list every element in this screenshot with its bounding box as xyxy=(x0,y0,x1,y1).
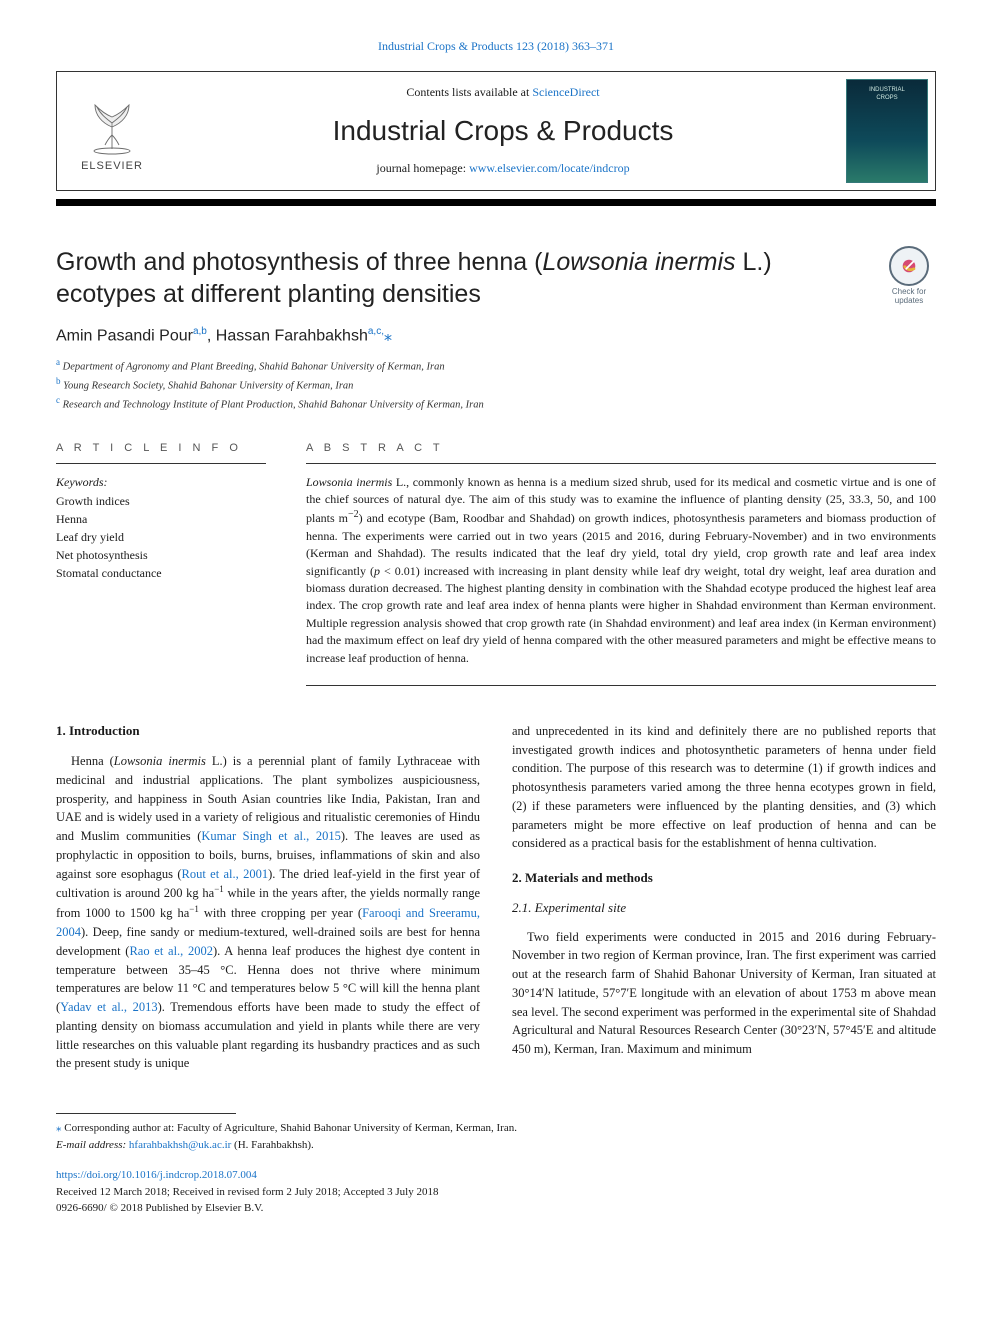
keyword: Henna xyxy=(56,510,266,528)
keyword: Leaf dry yield xyxy=(56,528,266,546)
keywords-list: Growth indices Henna Leaf dry yield Net … xyxy=(56,492,266,582)
cover-text-2: CROPS xyxy=(876,94,897,102)
rule xyxy=(306,685,936,686)
corresponding-name: (H. Farahbakhsh). xyxy=(234,1139,314,1151)
corresponding-email-link[interactable]: hfarahbakhsh@uk.ac.ir xyxy=(129,1139,231,1151)
article-footer: https://doi.org/10.1016/j.indcrop.2018.0… xyxy=(56,1167,936,1217)
article-title: Growth and photosynthesis of three henna… xyxy=(56,246,866,311)
doi-link[interactable]: https://doi.org/10.1016/j.indcrop.2018.0… xyxy=(56,1169,257,1181)
journal-title: Industrial Crops & Products xyxy=(333,111,674,150)
received-dates: Received 12 March 2018; Received in revi… xyxy=(56,1186,438,1198)
keyword: Stomatal conductance xyxy=(56,564,266,582)
article-info-label: A R T I C L E I N F O xyxy=(56,441,266,462)
copyright-line: 0926-6690/ © 2018 Published by Elsevier … xyxy=(56,1202,263,1214)
cover-text-1: INDUSTRIAL xyxy=(869,86,905,94)
affil-sup: a xyxy=(56,357,60,367)
abstract-label: A B S T R A C T xyxy=(306,441,936,462)
affil-sup: c xyxy=(56,395,60,405)
subsection-heading-site: 2.1. Experimental site xyxy=(512,899,936,917)
intro-paragraph-continued: and unprecedented in its kind and defini… xyxy=(512,722,936,853)
affiliation-a: a Department of Agronomy and Plant Breed… xyxy=(56,356,936,375)
site-paragraph: Two field experiments were conducted in … xyxy=(512,928,936,1059)
corresponding-author-footnote: ⁎ Corresponding author at: Faculty of Ag… xyxy=(56,1120,936,1153)
sciencedirect-link[interactable]: ScienceDirect xyxy=(532,85,599,99)
corresponding-text: Corresponding author at: Faculty of Agri… xyxy=(64,1122,517,1134)
star-icon: ⁎ xyxy=(56,1122,62,1134)
intro-paragraph: Henna (Lowsonia inermis L.) is a perenni… xyxy=(56,752,480,1073)
abstract-text: Lowsonia inermis L., commonly known as h… xyxy=(306,474,936,667)
journal-homepage-link[interactable]: www.elsevier.com/locate/indcrop xyxy=(469,161,630,175)
publisher-name: ELSEVIER xyxy=(81,159,143,174)
homepage-prefix: journal homepage: xyxy=(376,161,469,175)
affil-text: Young Research Society, Shahid Bahonar U… xyxy=(63,380,353,391)
abstract-column: A B S T R A C T Lowsonia inermis L., com… xyxy=(306,441,936,686)
email-label: E-mail address: xyxy=(56,1139,126,1151)
section-heading-methods: 2. Materials and methods xyxy=(512,869,936,887)
right-column: and unprecedented in its kind and defini… xyxy=(512,722,936,1073)
article-info-column: A R T I C L E I N F O Keywords: Growth i… xyxy=(56,441,266,686)
homepage-line: journal homepage: www.elsevier.com/locat… xyxy=(376,160,629,177)
keyword: Growth indices xyxy=(56,492,266,510)
keyword: Net photosynthesis xyxy=(56,546,266,564)
publisher-logo-block: ELSEVIER xyxy=(57,72,167,190)
running-citation: Industrial Crops & Products 123 (2018) 3… xyxy=(56,38,936,55)
affil-text: Department of Agronomy and Plant Breedin… xyxy=(63,361,445,372)
affiliation-c: c Research and Technology Institute of P… xyxy=(56,394,936,413)
rule xyxy=(56,463,266,464)
affil-sup: b xyxy=(56,376,61,386)
check-updates-icon xyxy=(889,246,929,286)
author-list: Amin Pasandi Poura,b, Hassan Farahbakhsh… xyxy=(56,325,936,348)
body-two-column: 1. Introduction Henna (Lowsonia inermis … xyxy=(56,722,936,1073)
cover-image-icon: INDUSTRIAL CROPS xyxy=(846,79,928,183)
check-updates-label: Check for updates xyxy=(882,288,936,306)
contents-available-line: Contents lists available at ScienceDirec… xyxy=(406,84,599,101)
masthead: ELSEVIER Contents lists available at Sci… xyxy=(56,71,936,191)
rule xyxy=(306,463,936,464)
footnote-rule xyxy=(56,1113,236,1114)
keywords-label: Keywords: xyxy=(56,474,266,491)
section-heading-introduction: 1. Introduction xyxy=(56,722,480,740)
masthead-center: Contents lists available at ScienceDirec… xyxy=(167,72,839,190)
contents-prefix: Contents lists available at xyxy=(406,85,532,99)
affil-text: Research and Technology Institute of Pla… xyxy=(63,400,484,411)
check-for-updates[interactable]: Check for updates xyxy=(882,246,936,306)
affiliations: a Department of Agronomy and Plant Breed… xyxy=(56,356,936,414)
elsevier-tree-icon xyxy=(77,87,147,157)
journal-cover-thumb: INDUSTRIAL CROPS xyxy=(839,72,935,190)
left-column: 1. Introduction Henna (Lowsonia inermis … xyxy=(56,722,480,1073)
affiliation-b: b Young Research Society, Shahid Bahonar… xyxy=(56,375,936,394)
masthead-underline-bar xyxy=(56,199,936,206)
